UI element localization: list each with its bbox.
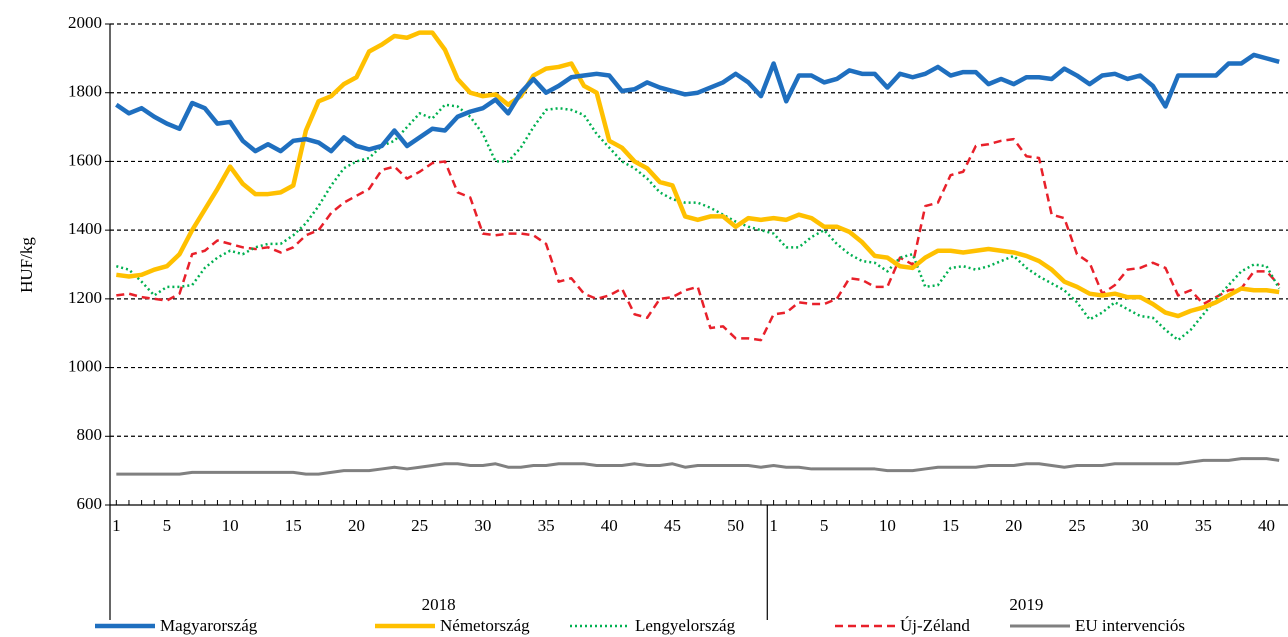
x-tick-label: 15 — [942, 516, 959, 535]
series-line — [116, 137, 1281, 342]
legend-label: Új-Zéland — [900, 616, 970, 635]
x-tick-label: 10 — [879, 516, 896, 535]
x-tick-label: 40 — [1258, 516, 1275, 535]
x-tick-label: 15 — [285, 516, 302, 535]
y-tick-label: 1800 — [68, 82, 102, 101]
y-tick-label: 1400 — [68, 219, 102, 238]
legend-label: Lengyelország — [635, 616, 736, 635]
x-tick-label: 1 — [112, 516, 121, 535]
x-tick-label: 25 — [1068, 516, 1085, 535]
x-tick-label: 50 — [727, 516, 744, 535]
legend-label: Magyarország — [160, 616, 258, 635]
y-tick-label: 2000 — [68, 13, 102, 32]
legend-item: EU intervenciós — [1010, 616, 1185, 635]
series-line — [116, 457, 1280, 476]
x-tick-label: 20 — [1005, 516, 1022, 535]
y-tick-label: 1200 — [68, 288, 102, 307]
legend-label: EU intervenciós — [1075, 616, 1185, 635]
x-tick-label: 45 — [664, 516, 681, 535]
x-tick-label: 30 — [1132, 516, 1149, 535]
x-tick-label: 35 — [538, 516, 555, 535]
series-line — [116, 30, 1280, 319]
y-axis-label: HUF/kg — [17, 237, 36, 293]
x-tick-label: 40 — [601, 516, 618, 535]
legend-item: Lengyelország — [570, 616, 736, 635]
legend-label: Németország — [440, 616, 530, 635]
y-tick-label: 800 — [77, 425, 103, 444]
group-label: 2018 — [422, 595, 456, 614]
y-tick-label: 1000 — [68, 356, 102, 375]
x-tick-label: 5 — [163, 516, 172, 535]
x-tick-label: 1 — [769, 516, 778, 535]
x-tick-label: 25 — [411, 516, 428, 535]
series-line — [115, 52, 1280, 154]
x-tick-label: 5 — [820, 516, 829, 535]
y-tick-label: 600 — [77, 494, 103, 513]
legend-item: Új-Zéland — [835, 616, 970, 635]
x-tick-label: 10 — [222, 516, 239, 535]
x-tick-label: 35 — [1195, 516, 1212, 535]
x-tick-label: 20 — [348, 516, 365, 535]
x-tick-label: 30 — [474, 516, 491, 535]
group-label: 2019 — [1009, 595, 1043, 614]
series-line — [115, 103, 1281, 342]
y-tick-label: 1600 — [68, 150, 102, 169]
legend-item: Németország — [375, 616, 530, 635]
legend-item: Magyarország — [95, 616, 258, 635]
